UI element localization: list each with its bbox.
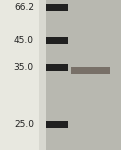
Text: 25.0: 25.0 [14,120,34,129]
Bar [0,0,39,150]
Bar [71,67,110,74]
Bar [46,0,121,150]
Bar [46,4,68,11]
Bar [46,37,68,44]
Bar [46,121,68,128]
Text: 66.2: 66.2 [14,3,34,12]
Text: 45.0: 45.0 [14,36,34,45]
Text: 35.0: 35.0 [14,63,34,72]
Bar [46,64,68,71]
